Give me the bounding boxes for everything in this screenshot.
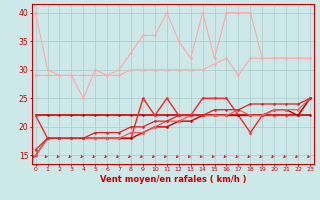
X-axis label: Vent moyen/en rafales ( km/h ): Vent moyen/en rafales ( km/h ) [100,175,246,184]
